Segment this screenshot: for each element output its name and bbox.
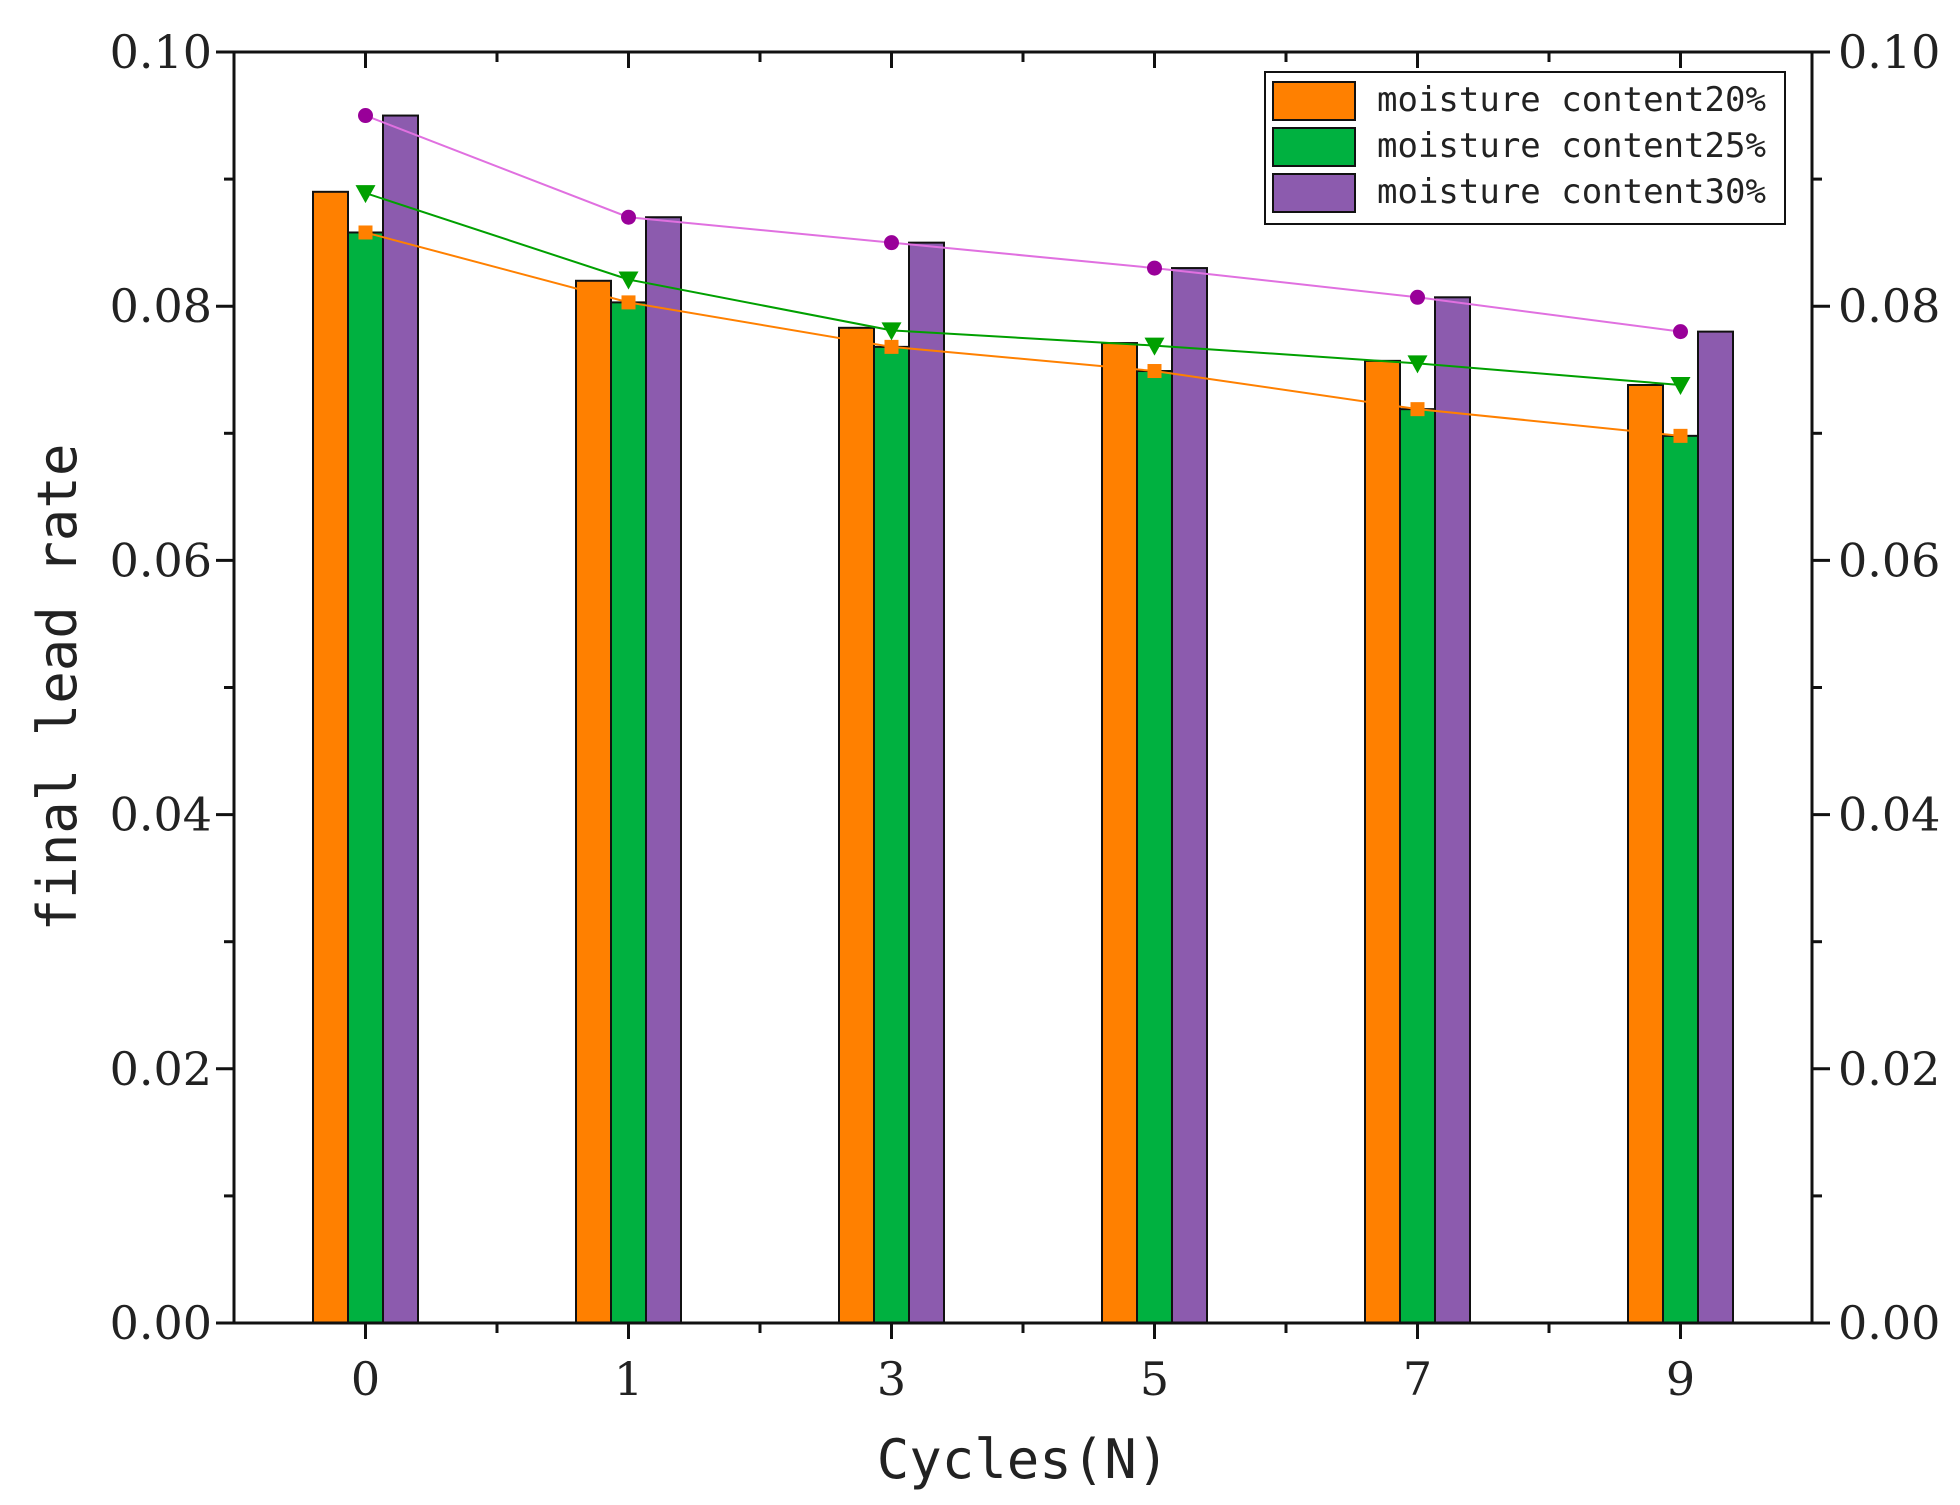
- line-marker: [1673, 428, 1688, 443]
- legend-swatch: [1272, 173, 1356, 213]
- y-axis-title: final lead rate: [26, 444, 89, 932]
- line-marker: [358, 108, 373, 124]
- bar: [1627, 384, 1664, 1324]
- bar: [1697, 330, 1734, 1324]
- bar: [873, 345, 910, 1324]
- y-tick-label: 0.10: [110, 25, 212, 79]
- x-tick-label: 5: [1140, 1352, 1169, 1406]
- line-marker: [355, 185, 376, 204]
- y-right-tick-label: 0.08: [1838, 279, 1940, 333]
- bar: [347, 231, 384, 1324]
- bar: [1662, 434, 1699, 1325]
- series-line: [365, 192, 1681, 386]
- line-marker: [1144, 337, 1165, 356]
- y-right-tick-label: 0.04: [1838, 788, 1940, 842]
- legend-swatch: [1272, 81, 1356, 121]
- line-marker: [1410, 289, 1425, 305]
- line-marker: [884, 339, 899, 354]
- y-right-tick-label: 0.10: [1838, 25, 1940, 79]
- bar: [1136, 370, 1173, 1324]
- bar: [1399, 408, 1436, 1324]
- plot-frame: [232, 50, 1814, 1325]
- bar: [312, 190, 349, 1324]
- line-marker: [1410, 402, 1425, 417]
- line-marker: [1147, 260, 1162, 276]
- bar: [1434, 296, 1471, 1325]
- bar: [610, 301, 647, 1324]
- x-tick-label: 3: [877, 1352, 906, 1406]
- y-right-tick-label: 0.06: [1838, 533, 1940, 587]
- series-line: [365, 114, 1681, 333]
- line-marker: [618, 271, 639, 290]
- y-tick-label: 0.04: [110, 788, 212, 842]
- bar: [1364, 359, 1401, 1324]
- legend: moisture content20% moisture content25% mo…: [1264, 71, 1786, 225]
- lines-layer: [355, 108, 1691, 443]
- bar: [1171, 267, 1208, 1325]
- legend-label: moisture content30%: [1377, 172, 1766, 212]
- line-marker: [881, 322, 902, 341]
- x-tick-label: 9: [1666, 1352, 1695, 1406]
- y-tick-label: 0.08: [110, 279, 212, 333]
- legend-label: moisture content20%: [1377, 80, 1766, 120]
- legend-label: moisture content25%: [1377, 126, 1766, 166]
- y-right-tick-label: 0.02: [1838, 1042, 1940, 1096]
- x-axis-title: Cycles(N): [877, 1428, 1170, 1491]
- bar: [1101, 342, 1138, 1324]
- bar: [908, 241, 945, 1324]
- line-marker: [621, 209, 636, 225]
- legend-swatch: [1272, 127, 1356, 167]
- x-tick-label: 0: [351, 1352, 380, 1406]
- y-right-tick-label: 0.00: [1838, 1296, 1940, 1350]
- x-tick-label: 1: [614, 1352, 643, 1406]
- line-marker: [1147, 364, 1162, 379]
- y-tick-label: 0.06: [110, 533, 212, 587]
- y-tick-label: 0.00: [110, 1296, 212, 1350]
- bar: [645, 216, 682, 1325]
- line-marker: [1407, 355, 1428, 374]
- line-marker: [358, 225, 373, 240]
- line-marker: [1670, 377, 1691, 396]
- bar: [575, 279, 612, 1324]
- series-line: [365, 231, 1681, 437]
- line-marker: [621, 295, 636, 310]
- line-marker: [884, 235, 899, 251]
- line-marker: [1673, 324, 1688, 340]
- bars-layer: [312, 114, 1734, 1325]
- x-tick-label: 7: [1403, 1352, 1432, 1406]
- bar: [382, 114, 419, 1324]
- bar: [838, 326, 875, 1324]
- ticks-layer: 0.00 0.00 0.02 0.02 0.04 0.04 0.06 0.06 0.08 0.08…: [110, 25, 1941, 1406]
- y-tick-label: 0.02: [110, 1042, 212, 1096]
